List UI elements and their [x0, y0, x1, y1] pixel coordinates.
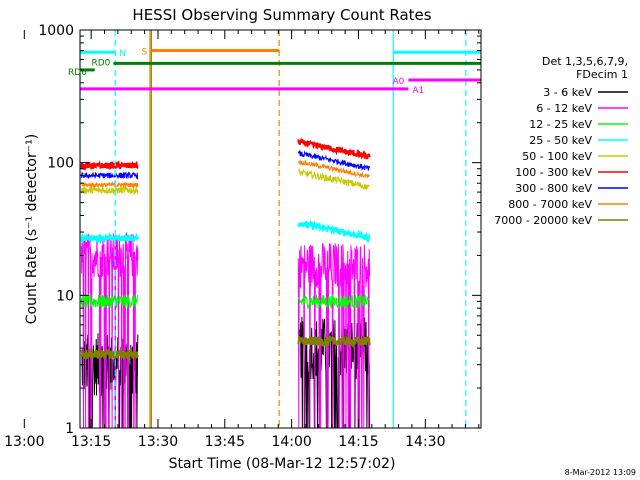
- annotation-label-RD0: RD0: [91, 58, 110, 68]
- series-line-5-segment-1: [80, 185, 139, 196]
- vertical-markers: [80, 30, 467, 428]
- series-line-9-segment-1: [80, 346, 139, 361]
- annotation-label-S: S: [142, 48, 148, 58]
- series-line-9-segment-2: [297, 332, 371, 350]
- annotation-label-A1: A1: [412, 86, 424, 96]
- series-line-8-segment-1: [81, 180, 139, 189]
- series-line-4-segment-1: [80, 231, 139, 245]
- annotation-bars: [80, 49, 481, 91]
- legend: Det 1,3,5,6,7,9,FDecim 1 3 - 6 keV 6 - 12 …: [494, 55, 628, 227]
- legend-label-6: 100 - 300 keV: [515, 166, 592, 179]
- legend-label-3: 12 - 25 keV: [529, 118, 592, 131]
- legend-label-8: 800 - 7000 keV: [508, 198, 592, 211]
- series-line-7-segment-1: [80, 171, 139, 181]
- series-line-4-segment-2: [297, 219, 371, 244]
- legend-label-7: 300 - 800 keV: [515, 182, 592, 195]
- annotation-label-RD6: RD6: [68, 68, 87, 78]
- y-tick-label-3: 100: [47, 156, 74, 172]
- legend-label-9: 7000 - 20000 keV: [494, 214, 592, 227]
- series-line-3-segment-1: [80, 293, 139, 309]
- series-line-3-segment-2: [297, 294, 371, 310]
- x-tick-label-1: 13:00: [4, 434, 44, 450]
- annotation-label-N: N: [119, 49, 126, 59]
- series-line-2-segment-1: [80, 232, 139, 428]
- y-tick-label-2: 10: [56, 288, 74, 304]
- legend-header-line-1: Det 1,3,5,6,7,9,: [542, 55, 628, 68]
- timestamp: 8-Mar-2012 13:09: [565, 468, 636, 477]
- x-tick-label-5: 14:00: [271, 434, 311, 450]
- series-line-7-segment-2: [297, 149, 371, 172]
- plot-data-area: [80, 136, 371, 428]
- x-tick-label-6: 14:15: [338, 434, 378, 450]
- y-tick-label-4: 1000: [38, 23, 74, 39]
- x-tick-label-7: 14:30: [405, 434, 445, 450]
- legend-label-4: 25 - 50 keV: [529, 134, 592, 147]
- series-line-5-segment-2: [297, 167, 370, 190]
- series-line-8-segment-2: [297, 159, 370, 179]
- series-line-6-segment-1: [80, 159, 139, 171]
- y-tick-label-1: 1: [65, 421, 74, 437]
- annotation-label-A0: A0: [392, 77, 404, 87]
- legend-label-5: 50 - 100 keV: [522, 150, 592, 163]
- axes: 13:00 13:15 13:30 13:45 14:00 14:15 14:30 1 10 10…: [4, 23, 481, 450]
- y-axis-label: Count Rate (s⁻¹ detector⁻¹): [24, 134, 40, 324]
- plot-frame: [79, 29, 482, 429]
- legend-label-2: 6 - 12 keV: [536, 102, 592, 115]
- x-tick-label-2: 13:15: [71, 434, 111, 450]
- x-tick-label-3: 13:30: [138, 434, 178, 450]
- x-tick-label-4: 13:45: [205, 434, 245, 450]
- legend-label-1: 3 - 6 keV: [543, 86, 592, 99]
- series-line-6-segment-2: [297, 136, 371, 160]
- chart-title: HESSI Observing Summary Count Rates: [132, 6, 431, 24]
- legend-header-line-2: FDecim 1: [576, 68, 628, 81]
- x-axis-label: Start Time (08-Mar-12 12:57:02): [169, 456, 396, 472]
